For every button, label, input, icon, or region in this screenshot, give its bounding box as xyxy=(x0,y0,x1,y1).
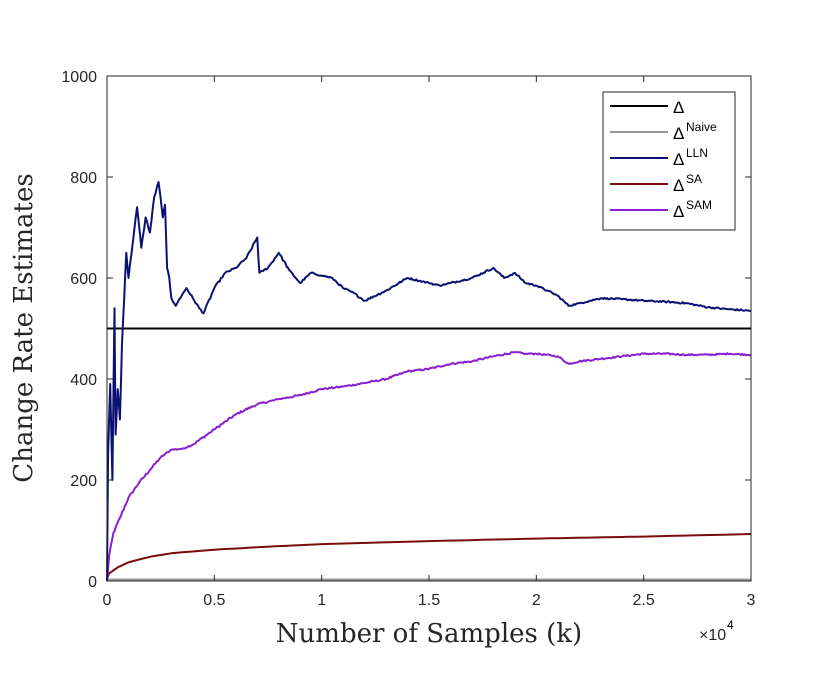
x-tick-label: 1 xyxy=(317,592,326,609)
x-tick-label: 3 xyxy=(747,592,756,609)
plot-frame xyxy=(106,75,752,582)
series-line-sam xyxy=(106,351,752,582)
legend-label-sup: SA xyxy=(686,172,702,186)
legend-label: Δ xyxy=(673,202,684,221)
x-tick-label: 0.5 xyxy=(203,592,225,609)
legend-entry: Δ xyxy=(610,98,684,117)
legend-entry: Δ SA xyxy=(610,172,702,195)
series-line-sa xyxy=(106,533,752,579)
legend-label: Δ xyxy=(673,176,684,195)
y-tick-label: 200 xyxy=(70,473,97,490)
legend-label: Δ xyxy=(673,124,684,143)
y-tick-label: 400 xyxy=(70,372,97,389)
x-multiplier-base: ×10 xyxy=(699,627,726,644)
legend-entry: Δ SAM xyxy=(610,198,712,221)
x-axis-label: Number of Samples (k) xyxy=(276,619,582,649)
legend-box xyxy=(602,91,736,231)
y-tick-label: 0 xyxy=(88,574,97,591)
x-multiplier: ×10 4 xyxy=(699,618,734,644)
y-axis-label: Change Rate Estimates xyxy=(9,173,39,482)
x-tick-label: 2.5 xyxy=(633,592,655,609)
series-line-lln xyxy=(106,181,752,582)
legend-entry: Δ Naive xyxy=(610,120,717,143)
legend-label: Δ xyxy=(673,98,684,117)
x-tick-label: 0 xyxy=(103,592,112,609)
legend-label-sup: LLN xyxy=(686,146,708,160)
y-tick-label: 1000 xyxy=(61,69,97,86)
legend-label-sup: Naive xyxy=(686,120,717,134)
legend-label: Δ xyxy=(673,150,684,169)
legend-label-sup: SAM xyxy=(686,198,712,212)
x-multiplier-exponent: 4 xyxy=(727,618,734,632)
x-tick-label: 1.5 xyxy=(418,592,440,609)
ticks-layer: 0 0.5 1 1.5 2 2.5 3 0 200 400 600 800 1000 xyxy=(61,69,755,609)
x-tick-label: 2 xyxy=(532,592,541,609)
y-tick-label: 600 xyxy=(70,271,97,288)
legend-entry: Δ LLN xyxy=(610,146,708,169)
y-tick-label: 800 xyxy=(70,170,97,187)
